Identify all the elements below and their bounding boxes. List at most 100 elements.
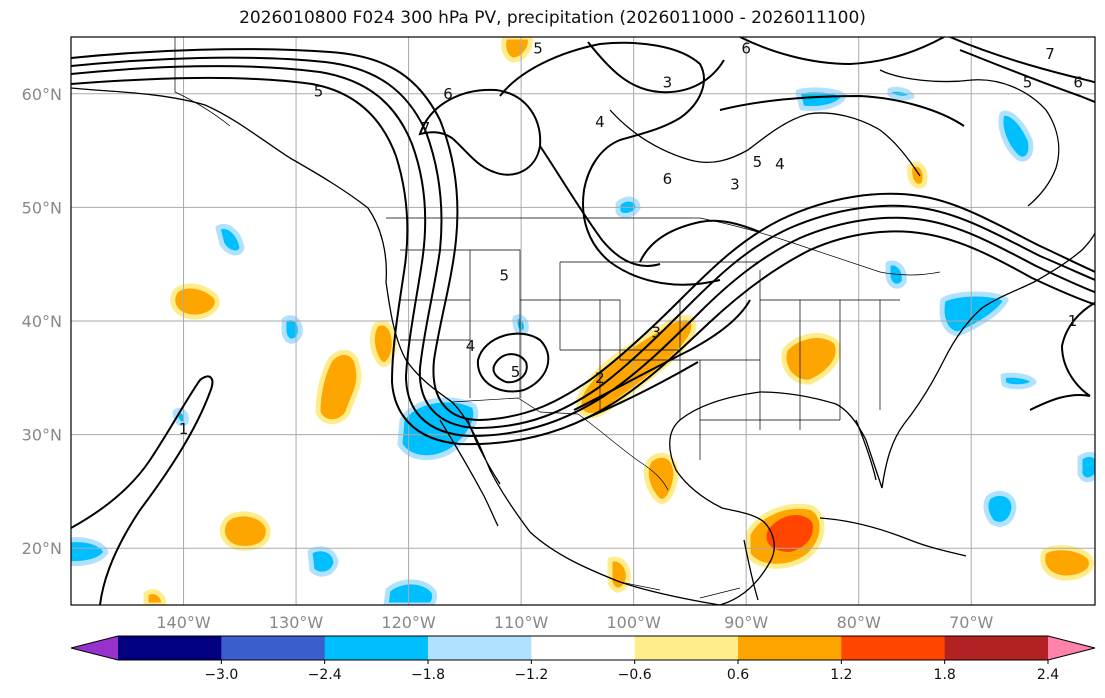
pv-contour [476,332,550,393]
pv-contour [739,37,945,66]
border-alaska [174,37,231,127]
longitude-tick-label: 140°W [156,613,211,632]
pv-contour-label: 3 [663,73,673,91]
colorbar-tick-label: 0.6 [727,667,749,683]
state-borders [400,249,900,460]
precip-area [939,291,1009,337]
longitude-tick-label: 80°W [837,613,881,632]
precip-area [215,224,245,256]
pv-contour-label: 4 [595,113,605,131]
colorbar-segment [944,636,1049,660]
longitude-tick-label: 100°W [606,613,661,632]
coastline-cuba [819,517,967,557]
colorbar-segment [738,636,842,660]
pv-contour [719,94,965,127]
precip-area [643,452,679,504]
pv-contour [71,56,1095,430]
precip-area [983,490,1017,527]
precip-area [307,546,339,577]
pv-contour-label: 5 [533,39,543,57]
pv-contour [587,41,725,94]
colorbar-tick-label: 1.2 [830,667,852,683]
pv-contour [539,145,661,267]
colorbar-tick-label: −0.6 [618,667,652,683]
colorbar-outline [70,635,1096,661]
longitude-tick-label: 120°W [381,613,436,632]
pv-contour-label: 1 [179,420,189,438]
pv-contour-label: 6 [443,85,453,103]
pv-contour-label: 7 [1045,45,1055,63]
pv-contour [71,48,1095,422]
precip-area [170,283,220,320]
pv-contour [949,37,1095,84]
pv-contour [499,41,721,286]
map-frame [70,36,1096,606]
pv-contour-label: 6 [1073,73,1083,91]
precip-area [369,320,397,367]
pv-contour-label: 5 [511,363,521,381]
border-us-canada [386,217,941,276]
precip-area [1077,451,1095,483]
pv-contour-label: 2 [595,369,605,387]
longitude-tick-label: 90°W [724,613,768,632]
longitude-labels: 140°W 130°W 120°W 110°W 100°W 90°W 80°W 70°W [156,613,993,632]
colorbar-segment [221,636,326,660]
pv-contour [581,361,699,421]
latitude-labels: 60°N 50°N 40°N 30°N 20°N [22,85,62,558]
colorbar-segment [428,636,532,660]
coastline-yucatan [743,539,759,601]
precip-area [781,333,841,385]
colorbar-tick-label: −3.0 [204,667,238,683]
pv-contour [71,65,1095,438]
longitude-tick-label: 70°W [949,613,993,632]
colorbar-tick-label: −1.2 [514,667,548,683]
latitude-tick-label: 40°N [22,312,62,331]
pv-contour-label: 7 [421,119,431,137]
border-central-america [619,581,741,599]
precip-area [1040,545,1094,581]
pv-contour-label: 5 [1023,73,1033,91]
latitude-tick-label: 20°N [22,539,62,558]
precip-area [315,350,362,425]
pv-contour-label: 6 [663,170,673,188]
colorbar-segment [118,636,222,660]
precip-area [907,161,928,189]
precip-area [998,110,1034,162]
longitude-tick-label: 130°W [269,613,324,632]
pv-contour [71,76,1095,446]
political-borders [174,37,941,599]
border-us-mexico [451,397,669,491]
precip-area [383,579,437,605]
colorbar-segment [324,636,429,660]
pv-contour-label: 4 [775,155,785,173]
pv-contour-label: 5 [499,267,509,285]
precip-area [71,537,109,567]
precip-area [607,556,631,593]
colorbar-tick-label: −1.8 [411,667,445,683]
precip-area [795,87,847,111]
pv-contour [1029,301,1095,411]
coastline-baja [439,419,499,527]
pv-contour-label: 3 [651,323,661,341]
precip-core [766,515,813,552]
colorbar-tick-label: 1.8 [934,667,956,683]
latitude-tick-label: 30°N [22,426,62,445]
pv-contour-label: 5 [314,83,324,101]
colorbar-tick-label: −2.4 [308,667,342,683]
colorbar-segment [634,636,739,660]
pv-contour-label: 4 [466,337,476,355]
colorbar-extend-high [1048,636,1095,660]
pv-contours [71,37,1095,605]
colorbar: −3.0−2.4−1.8−1.2−0.60.61.21.82.43.0 [70,635,1096,683]
pv-contour [492,353,528,384]
precip-area [220,511,271,551]
pv-contour [959,49,1095,104]
colorbar-segment [841,636,946,660]
precip-area [501,37,533,63]
latitude-tick-label: 50°N [22,198,62,217]
pv-contour [418,88,542,176]
pv-contour-label: 1 [1068,312,1078,330]
colorbar-tick-label: 2.4 [1037,667,1059,683]
